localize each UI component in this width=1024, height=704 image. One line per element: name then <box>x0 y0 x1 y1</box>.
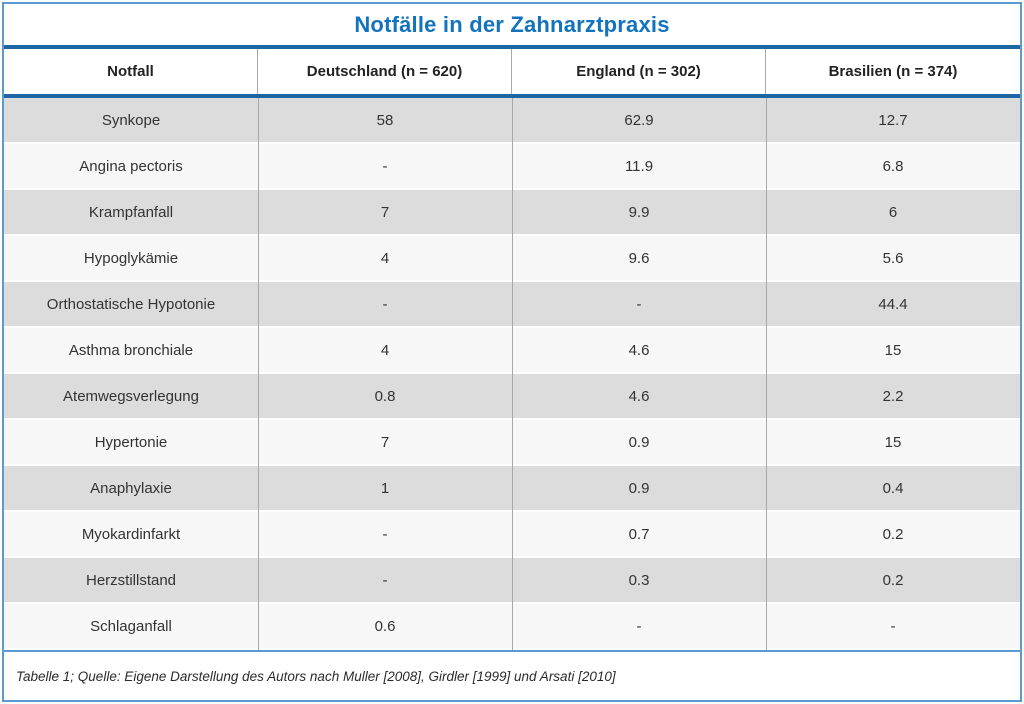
table-cell: 4.6 <box>628 341 650 359</box>
table-cell: 6 <box>888 203 898 221</box>
table-cell: 5.6 <box>882 249 904 267</box>
table-cell: Atemwegsverlegung <box>63 387 199 405</box>
table-cell: 0.4 <box>882 479 904 497</box>
table-cell: 4.6 <box>628 387 650 405</box>
page-title: Notfälle in der Zahnarztpraxis <box>354 11 670 37</box>
table-cell: Hypertonie <box>94 433 168 451</box>
table-cell: 9.9 <box>628 203 650 221</box>
column-divider-line <box>766 98 767 650</box>
table-cell: Krampfanfall <box>88 203 174 221</box>
table-cell: Angina pectoris <box>79 157 183 175</box>
table-cell: 0.2 <box>882 571 904 589</box>
table-cell: - <box>382 295 388 313</box>
table-cell: - <box>636 617 642 635</box>
table-cell: 9.6 <box>628 249 650 267</box>
table-cell: 11.9 <box>624 157 654 175</box>
table-cell: - <box>890 617 896 635</box>
table-cell: 0.2 <box>882 525 904 543</box>
table-cell: Synkope <box>101 111 161 129</box>
table-cell: 1 <box>380 479 390 497</box>
footer-band: Tabelle 1; Quelle: Eigene Darstellung de… <box>4 652 1020 700</box>
table-cell: 0.7 <box>628 525 650 543</box>
column-divider-line <box>258 98 259 650</box>
title-divider-rule <box>4 45 1020 49</box>
table-cell: 4 <box>380 341 390 359</box>
column-header-brasilien: Brasilien (n = 374) <box>828 63 958 80</box>
table-cell: Orthostatische Hypotonie <box>46 295 216 313</box>
table-cell: 4 <box>380 249 390 267</box>
table-cell: 7 <box>380 203 390 221</box>
table-cell: 58 <box>376 111 394 129</box>
table-cell: 0.8 <box>374 387 396 405</box>
table-cell: 12.7 <box>878 111 908 129</box>
table-cell: 7 <box>380 433 390 451</box>
title-band: Notfälle in der Zahnarztpraxis <box>4 4 1020 45</box>
table-cell: 0.6 <box>374 617 396 635</box>
table-cell: Anaphylaxie <box>90 479 172 497</box>
column-header-notfall: Notfall <box>4 49 258 94</box>
table-header-row: Notfall Deutschland (n = 620) England (n… <box>4 49 1020 94</box>
table-cell: 0.3 <box>628 571 650 589</box>
table-cell: 15 <box>884 433 902 451</box>
table-cell: Asthma bronchiale <box>68 341 194 359</box>
footer-divider-rule <box>4 650 1020 652</box>
table-caption: Tabelle 1; Quelle: Eigene Darstellung de… <box>16 668 616 684</box>
header-divider-rule <box>4 94 1020 98</box>
table-cell: 0.9 <box>628 479 650 497</box>
table-cell: 2.2 <box>882 387 904 405</box>
table-cell: - <box>382 525 388 543</box>
column-header-deutschland: Deutschland (n = 620) <box>258 49 512 94</box>
table-cell: 15 <box>884 341 902 359</box>
table-cell: - <box>636 295 642 313</box>
table-cell: Myokardinfarkt <box>81 525 181 543</box>
table-cell: Herzstillstand <box>85 571 177 589</box>
table-cell: 44.4 <box>878 295 908 313</box>
table-cell: 6.8 <box>882 157 904 175</box>
table-cell: 62.9 <box>624 111 654 129</box>
table-body: Synkope 58 62.9 12.7 Angina pectoris - 1… <box>4 98 1020 650</box>
column-divider-line <box>512 98 513 650</box>
table-cell: 0.9 <box>628 433 650 451</box>
table-cell: Schlaganfall <box>90 617 172 635</box>
column-header-england: England (n = 302) <box>512 49 766 94</box>
table-cell: Hypoglykämie <box>83 249 179 267</box>
table-cell: - <box>382 571 388 589</box>
table-cell: - <box>382 157 388 175</box>
